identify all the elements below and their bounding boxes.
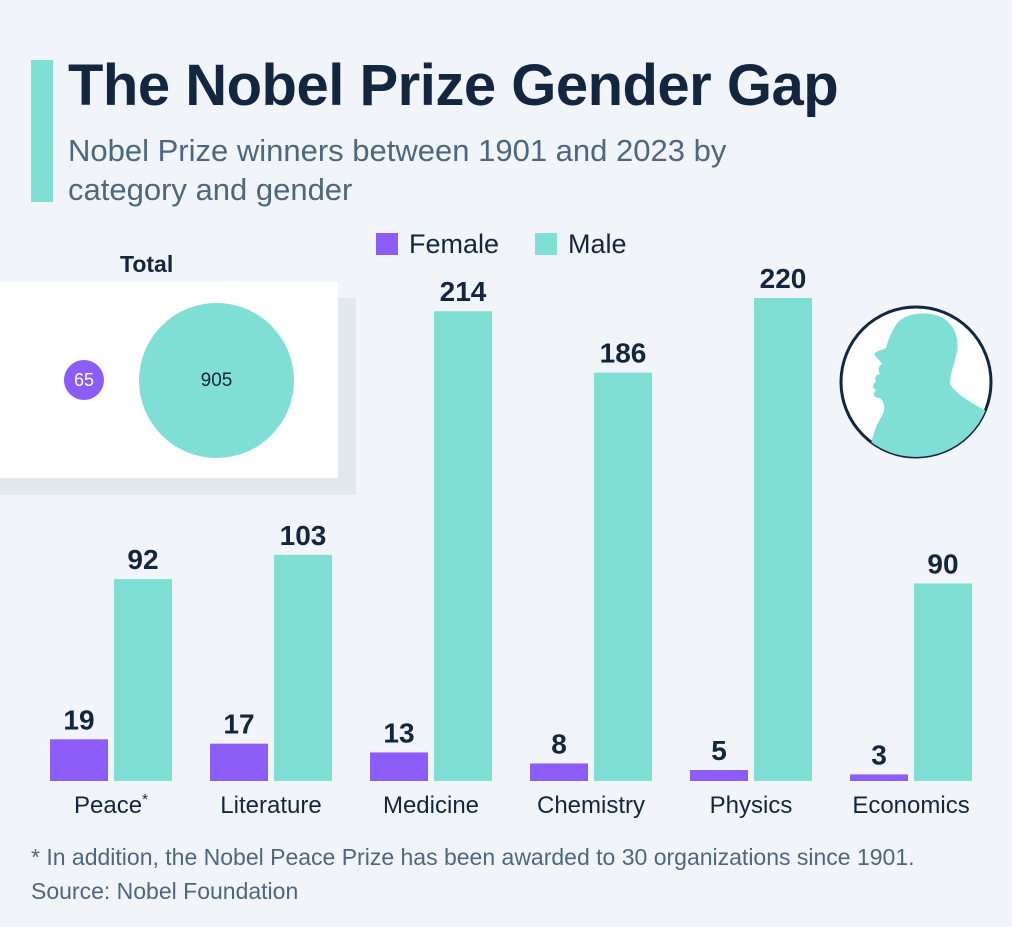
bar-female-economics xyxy=(850,774,908,781)
data-label-male-physics: 220 xyxy=(760,263,807,294)
data-label-male-chemistry: 186 xyxy=(600,338,647,369)
legend-swatch-male xyxy=(535,233,558,255)
data-label-female-medicine: 13 xyxy=(383,717,414,748)
page-title: The Nobel Prize Gender Gap xyxy=(68,53,839,118)
data-label-male-literature: 103 xyxy=(280,520,327,551)
nobel-medal-portrait-icon xyxy=(839,305,993,459)
bar-male-medicine xyxy=(434,311,492,781)
source-note: Source: Nobel Foundation xyxy=(31,878,299,904)
bar-male-economics xyxy=(914,583,972,781)
data-label-female-peace: 19 xyxy=(63,704,94,735)
footnote: * In addition, the Nobel Peace Prize has… xyxy=(31,844,915,870)
data-label-female-literature: 17 xyxy=(223,709,254,740)
total-male-bubble: 905 xyxy=(139,303,294,458)
title-accent-bar xyxy=(31,60,53,202)
category-label-economics: Economics xyxy=(852,792,969,819)
bar-male-literature xyxy=(274,554,332,781)
bar-female-peace xyxy=(50,739,108,781)
legend-item-male: Male xyxy=(535,229,627,260)
chart-legend: Female Male xyxy=(376,228,627,260)
data-label-male-economics: 90 xyxy=(927,548,958,579)
total-male-value: 905 xyxy=(200,369,233,391)
bar-female-chemistry xyxy=(530,763,588,781)
bar-male-peace xyxy=(114,579,172,781)
bar-male-chemistry xyxy=(594,372,652,781)
data-label-male-medicine: 214 xyxy=(440,276,487,307)
legend-label-female: Female xyxy=(409,228,500,259)
category-label-medicine: Medicine xyxy=(383,792,479,819)
total-title: Total xyxy=(120,251,174,277)
data-label-male-peace: 92 xyxy=(127,544,158,575)
data-label-female-physics: 5 xyxy=(711,735,727,766)
bar-female-physics xyxy=(690,770,748,781)
bar-female-medicine xyxy=(370,752,428,781)
page-subtitle: Nobel Prize winners between 1901 and 202… xyxy=(68,133,727,207)
total-female-value: 65 xyxy=(73,369,95,390)
category-label-physics: Physics xyxy=(710,792,793,819)
category-label-literature: Literature xyxy=(220,792,321,819)
total-female-bubble: 65 xyxy=(64,360,104,400)
data-label-female-economics: 3 xyxy=(871,739,887,770)
bar-male-physics xyxy=(754,298,812,781)
category-label-chemistry: Chemistry xyxy=(537,792,645,819)
legend-swatch-female xyxy=(376,233,398,255)
bar-female-literature xyxy=(210,743,268,781)
legend-label-male: Male xyxy=(568,228,627,259)
data-label-female-chemistry: 8 xyxy=(551,728,567,759)
category-label-peace: Peace* xyxy=(74,791,148,819)
legend-item-female: Female xyxy=(376,229,499,260)
